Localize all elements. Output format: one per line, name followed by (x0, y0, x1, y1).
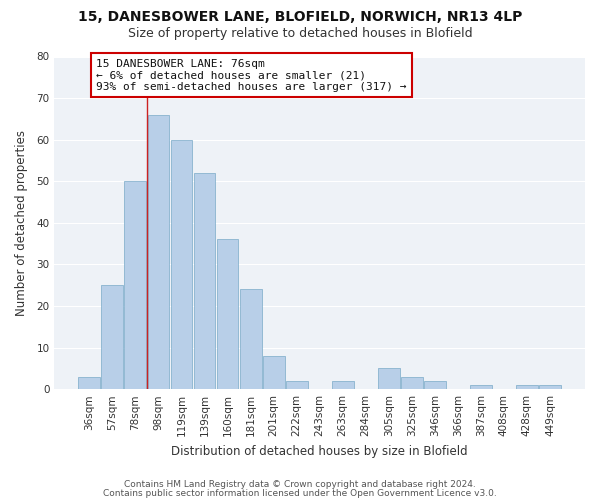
Bar (332, 381, 353, 389)
Bar (286, 381, 308, 389)
Text: Contains public sector information licensed under the Open Government Licence v3: Contains public sector information licen… (103, 488, 497, 498)
Bar (378, 368, 400, 389)
Bar (263, 356, 284, 389)
Text: Size of property relative to detached houses in Blofield: Size of property relative to detached ho… (128, 28, 472, 40)
Y-axis label: Number of detached properties: Number of detached properties (15, 130, 28, 316)
Bar (470, 385, 492, 389)
Bar (424, 381, 446, 389)
Bar (516, 385, 538, 389)
Text: 15, DANESBOWER LANE, BLOFIELD, NORWICH, NR13 4LP: 15, DANESBOWER LANE, BLOFIELD, NORWICH, … (78, 10, 522, 24)
Bar (148, 114, 169, 389)
Bar (539, 385, 561, 389)
Bar (217, 240, 238, 389)
Text: 15 DANESBOWER LANE: 76sqm
← 6% of detached houses are smaller (21)
93% of semi-d: 15 DANESBOWER LANE: 76sqm ← 6% of detach… (96, 58, 407, 92)
Bar (101, 285, 124, 389)
Bar (79, 376, 100, 389)
Text: Contains HM Land Registry data © Crown copyright and database right 2024.: Contains HM Land Registry data © Crown c… (124, 480, 476, 489)
Bar (401, 376, 423, 389)
Bar (124, 182, 146, 389)
Bar (239, 290, 262, 389)
X-axis label: Distribution of detached houses by size in Blofield: Distribution of detached houses by size … (172, 444, 468, 458)
Bar (170, 140, 193, 389)
Bar (194, 173, 215, 389)
